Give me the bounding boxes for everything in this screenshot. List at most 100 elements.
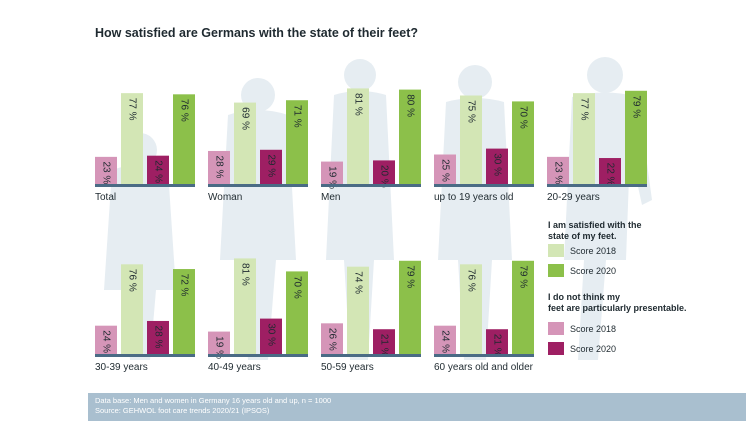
data-label-60-years-old-and-older-series-0: 76 % bbox=[465, 269, 476, 292]
bar-men-series-2 bbox=[321, 161, 343, 184]
bar-50-59-years-series-1 bbox=[399, 260, 421, 354]
data-label-60-years-old-and-older-series-1: 79 % bbox=[517, 265, 528, 288]
legend-label-satisfied-2020: Score 2020 bbox=[570, 266, 616, 276]
bar-60-years-old-and-older-series-2 bbox=[434, 325, 456, 354]
data-label-up-to-19-years-old-series-2: 25 % bbox=[439, 159, 450, 182]
data-label-50-59-years-series-1: 79 % bbox=[404, 265, 415, 288]
panel-40-49-years: 19 % 81 % 30 % 70 % 40-49 years bbox=[208, 258, 308, 373]
data-label-40-49-years-series-1: 70 % bbox=[291, 276, 302, 299]
footnote-data-base: Data base: Men and women in Germany 16 y… bbox=[95, 396, 331, 405]
panel-men: 19 % 81 % 20 % 80 % Men bbox=[321, 88, 421, 203]
data-label-men-series-3: 20 % bbox=[378, 165, 389, 188]
data-label-40-49-years-series-0: 81 % bbox=[239, 263, 250, 286]
legend-swatch-presentable-2020 bbox=[548, 342, 564, 355]
data-label-woman-series-2: 28 % bbox=[213, 156, 224, 179]
data-label-20-29-years-series-0: 77 % bbox=[578, 98, 589, 121]
data-label-total-series-0: 77 % bbox=[126, 98, 137, 121]
bar-60-years-old-and-older-series-0 bbox=[460, 264, 482, 354]
bar-woman-series-1 bbox=[286, 100, 308, 184]
category-label-men: Men bbox=[321, 192, 340, 203]
legend-label-presentable-2020: Score 2020 bbox=[570, 344, 616, 354]
data-label-20-29-years-series-3: 22 % bbox=[604, 163, 615, 186]
bar-total-series-1 bbox=[173, 94, 195, 184]
bar-men-series-3 bbox=[373, 160, 395, 184]
data-label-60-years-old-and-older-series-2: 24 % bbox=[439, 330, 450, 353]
legend-swatch-satisfied-2018 bbox=[548, 244, 564, 257]
data-label-men-series-1: 80 % bbox=[404, 94, 415, 117]
data-label-total-series-2: 23 % bbox=[100, 161, 111, 184]
bar-20-29-years-series-2 bbox=[547, 156, 569, 184]
data-label-40-49-years-series-3: 30 % bbox=[265, 323, 276, 346]
chart-title: How satisfied are Germans with the state… bbox=[95, 26, 418, 40]
bar-men-series-0 bbox=[347, 88, 369, 184]
panel-60-years-old-and-older: 24 % 76 % 21 % 79 % 60 years old and older bbox=[434, 260, 534, 373]
data-label-40-49-years-series-2: 19 % bbox=[213, 336, 224, 359]
category-label-up-to-19-years-old: up to 19 years old bbox=[434, 192, 514, 203]
category-label-50-59-years: 50-59 years bbox=[321, 362, 374, 373]
bar-total-series-3 bbox=[147, 155, 169, 184]
panel-woman: 28 % 69 % 29 % 71 % Woman bbox=[208, 100, 308, 203]
data-label-total-series-3: 24 % bbox=[152, 160, 163, 183]
category-label-60-years-old-and-older: 60 years old and older bbox=[434, 362, 534, 373]
legend: I am satisfied with the state of my feet.… bbox=[548, 220, 687, 355]
legend-swatch-presentable-2018 bbox=[548, 322, 564, 335]
legend-label-satisfied-2018: Score 2018 bbox=[570, 246, 616, 256]
bar-up-to-19-years-old-series-2 bbox=[434, 154, 456, 184]
panel-up-to-19-years-old: 25 % 75 % 30 % 70 % up to 19 years old bbox=[434, 95, 534, 203]
category-label-total: Total bbox=[95, 192, 116, 203]
bar-60-years-old-and-older-series-3 bbox=[486, 329, 508, 354]
category-label-30-39-years: 30-39 years bbox=[95, 362, 148, 373]
bar-40-49-years-series-2 bbox=[208, 331, 230, 354]
bar-woman-series-0 bbox=[234, 102, 256, 184]
data-label-20-29-years-series-2: 23 % bbox=[552, 161, 563, 184]
bar-30-39-years-series-3 bbox=[147, 320, 169, 354]
plot-area: 23 % 77 % 24 % 76 % Total 28 % 69 % 29 % 71 % Wom… bbox=[95, 88, 647, 373]
bar-30-39-years-series-1 bbox=[173, 269, 195, 354]
panel-30-39-years: 24 % 76 % 28 % 72 % 30-39 years bbox=[95, 264, 195, 373]
bar-50-59-years-series-3 bbox=[373, 329, 395, 354]
bar-30-39-years-series-2 bbox=[95, 325, 117, 354]
bar-up-to-19-years-old-series-0 bbox=[460, 95, 482, 184]
legend-group-1-title: I am satisfied with the state of my feet. bbox=[548, 220, 642, 241]
data-label-up-to-19-years-old-series-0: 75 % bbox=[465, 100, 476, 123]
bar-woman-series-3 bbox=[260, 149, 282, 184]
panel-20-29-years: 23 % 77 % 22 % 79 % 20-29 years bbox=[547, 90, 647, 203]
data-label-total-series-1: 76 % bbox=[178, 99, 189, 122]
data-label-50-59-years-series-2: 26 % bbox=[326, 328, 337, 351]
bar-total-series-2 bbox=[95, 156, 117, 184]
panel-50-59-years: 26 % 74 % 21 % 79 % 50-59 years bbox=[321, 260, 421, 373]
data-label-60-years-old-and-older-series-3: 21 % bbox=[491, 334, 502, 357]
bar-50-59-years-series-0 bbox=[347, 266, 369, 354]
data-label-woman-series-3: 29 % bbox=[265, 154, 276, 177]
data-label-up-to-19-years-old-series-3: 30 % bbox=[491, 153, 502, 176]
bar-40-49-years-series-0 bbox=[234, 258, 256, 354]
bar-20-29-years-series-1 bbox=[625, 90, 647, 184]
data-label-50-59-years-series-3: 21 % bbox=[378, 334, 389, 357]
bar-total-series-0 bbox=[121, 93, 143, 184]
category-label-40-49-years: 40-49 years bbox=[208, 362, 261, 373]
legend-group-2-title: I do not think my feet are particularly p… bbox=[548, 292, 687, 313]
data-label-30-39-years-series-3: 28 % bbox=[152, 326, 163, 349]
data-label-30-39-years-series-2: 24 % bbox=[100, 330, 111, 353]
bar-40-49-years-series-3 bbox=[260, 318, 282, 354]
footer-band bbox=[88, 393, 746, 421]
category-label-woman: Woman bbox=[208, 192, 242, 203]
data-label-50-59-years-series-0: 74 % bbox=[352, 271, 363, 294]
bar-60-years-old-and-older-series-1 bbox=[512, 260, 534, 354]
category-label-20-29-years: 20-29 years bbox=[547, 192, 600, 203]
panel-total: 23 % 77 % 24 % 76 % Total bbox=[95, 93, 195, 203]
bar-30-39-years-series-0 bbox=[121, 264, 143, 354]
bar-20-29-years-series-3 bbox=[599, 158, 621, 184]
data-label-men-series-2: 19 % bbox=[326, 166, 337, 189]
bar-up-to-19-years-old-series-3 bbox=[486, 148, 508, 184]
legend-swatch-satisfied-2020 bbox=[548, 264, 564, 277]
data-label-men-series-0: 81 % bbox=[352, 93, 363, 116]
legend-label-presentable-2018: Score 2018 bbox=[570, 324, 616, 334]
footnote-source: Source: GEHWOL foot care trends 2020/21 … bbox=[95, 406, 270, 415]
bar-40-49-years-series-1 bbox=[286, 271, 308, 354]
bar-woman-series-2 bbox=[208, 150, 230, 184]
data-label-30-39-years-series-0: 76 % bbox=[126, 269, 137, 292]
bar-men-series-1 bbox=[399, 89, 421, 184]
bar-20-29-years-series-0 bbox=[573, 93, 595, 184]
